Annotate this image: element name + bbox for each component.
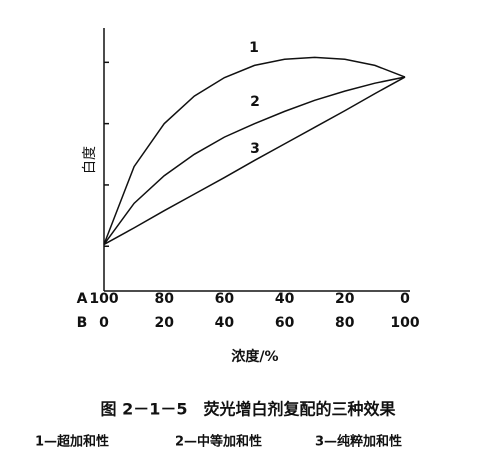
x-tick-label: 40	[275, 291, 295, 307]
line	[103, 76, 406, 245]
x-tick-label: 0	[400, 291, 410, 307]
x-axis-label: 浓度/%	[231, 348, 278, 365]
x-tick-label: 0	[99, 315, 109, 331]
row-label: A	[77, 291, 88, 307]
x-tick-label: 80	[154, 291, 174, 307]
caption: 图 2－1－5 荧光增白剂复配的三种效果	[101, 400, 396, 419]
legend-item: 2—中等加和性	[175, 434, 262, 450]
x-tick-label: 80	[335, 315, 355, 331]
x-tick-label: 60	[215, 291, 235, 307]
row-label: B	[77, 315, 88, 331]
series-label: 3	[250, 141, 260, 157]
x-tick-label: 60	[275, 315, 295, 331]
series-label: 1	[249, 40, 259, 56]
x-tick-label: 20	[154, 315, 174, 331]
y-axis-label: 白度	[82, 146, 98, 174]
x-tick-label: 100	[390, 315, 419, 331]
line	[103, 56, 406, 245]
x-tick-label: 20	[335, 291, 355, 307]
series-label: 2	[250, 94, 260, 110]
legend-item: 1—超加和性	[35, 434, 109, 450]
line	[103, 76, 406, 246]
x-tick-label: 100	[89, 291, 118, 307]
legend-item: 3—纯粹加和性	[315, 434, 402, 450]
x-tick-label: 40	[215, 315, 235, 331]
